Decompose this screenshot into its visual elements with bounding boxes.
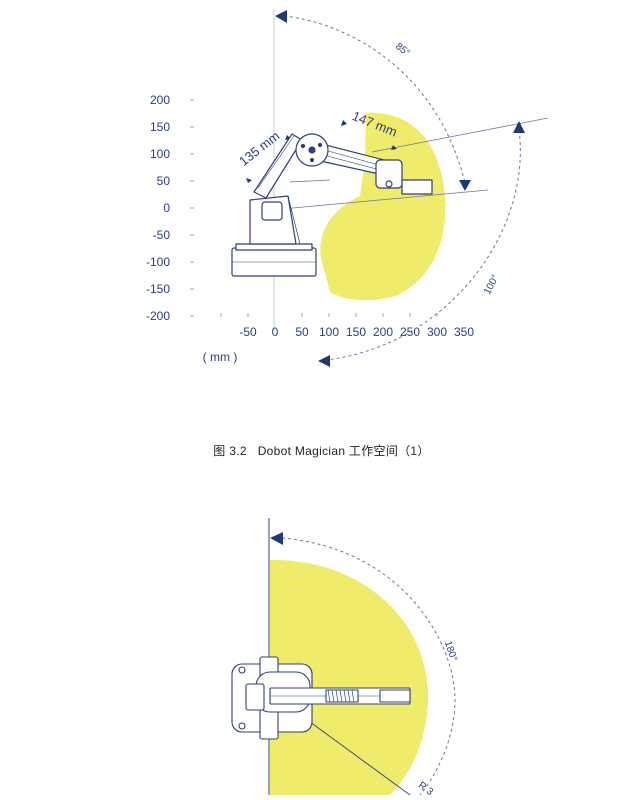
dimension-arrow-icon bbox=[391, 145, 397, 150]
y-tick: 200 bbox=[150, 93, 170, 107]
x-tick: 200 bbox=[373, 325, 393, 339]
x-tick: 350 bbox=[454, 325, 474, 339]
figure-top-view: 180° R 3 bbox=[231, 518, 459, 798]
arc-85 bbox=[283, 15, 466, 184]
y-axis-ticks: 200 150 100 50 0 -50 -100 -150 -200 bbox=[146, 93, 170, 323]
arc-100 bbox=[325, 129, 521, 361]
angle-label-85: 85° bbox=[393, 41, 412, 59]
caption-title: Dobot Magician 工作空间（1） bbox=[257, 444, 430, 458]
y-tick: 50 bbox=[157, 174, 171, 188]
y-tick: -50 bbox=[153, 228, 171, 242]
arrowhead-icon bbox=[270, 532, 283, 545]
caption-label: 图 3.2 bbox=[213, 444, 247, 458]
x-tick: -50 bbox=[239, 325, 257, 339]
angle-label-100: 100° bbox=[482, 273, 501, 296]
x-tick-marks bbox=[220, 313, 438, 317]
y-tick: 150 bbox=[150, 120, 170, 134]
y-tick: 100 bbox=[150, 147, 170, 161]
y-tick: -200 bbox=[146, 309, 170, 323]
y-tick: -100 bbox=[146, 255, 170, 269]
x-axis-ticks: -50 0 50 100 150 200 250 300 350 bbox=[239, 325, 474, 339]
radius-label: R 3 bbox=[416, 780, 435, 795]
unit-label: ( mm ) bbox=[203, 350, 238, 364]
arrowhead-icon bbox=[318, 355, 330, 367]
robot-arm-top-icon bbox=[231, 656, 411, 740]
arrowhead-icon bbox=[513, 121, 525, 133]
dimension-arrow-icon bbox=[341, 120, 347, 126]
arc-180 bbox=[281, 537, 456, 796]
x-tick: 150 bbox=[346, 325, 366, 339]
x-tick: 50 bbox=[295, 325, 309, 339]
figure-caption: 图 3.2 Dobot Magician 工作空间（1） bbox=[0, 442, 643, 459]
robot-arm-side-icon bbox=[231, 133, 433, 277]
x-tick: 300 bbox=[427, 325, 447, 339]
x-tick: 100 bbox=[319, 325, 339, 339]
y-tick-marks bbox=[190, 99, 194, 317]
dimension-arrow-icon bbox=[246, 178, 252, 183]
workspace-area-top bbox=[270, 559, 429, 795]
arrowhead-icon bbox=[459, 180, 471, 191]
angle-label-180: 180° bbox=[442, 640, 459, 663]
workspace-area bbox=[320, 112, 446, 301]
y-tick: 0 bbox=[163, 201, 170, 215]
x-tick: 0 bbox=[272, 325, 279, 339]
y-tick: -150 bbox=[146, 282, 170, 296]
arrowhead-icon bbox=[275, 10, 287, 23]
figure-side-view: 200 150 100 50 0 -50 -100 -150 -200 -50 bbox=[146, 10, 549, 367]
